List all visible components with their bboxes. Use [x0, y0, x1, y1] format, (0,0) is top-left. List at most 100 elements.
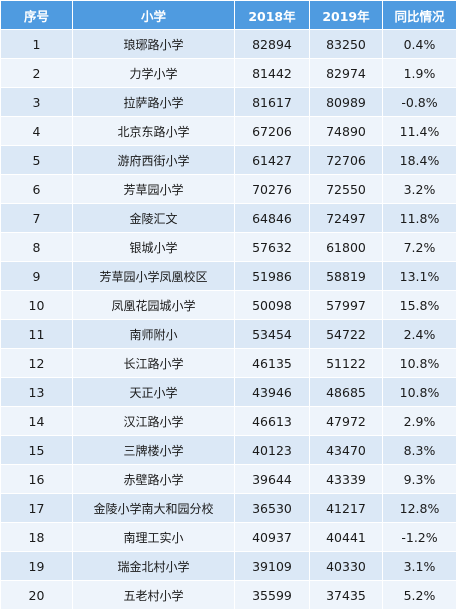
rank-cell: 18	[0, 522, 73, 552]
yoy-cell: 13.1%	[382, 261, 456, 291]
yoy-cell: 18.4%	[382, 145, 456, 175]
price-2018-cell: 50098	[234, 290, 310, 320]
table-row: 2 力学小学 81442 82974 1.9%	[0, 58, 456, 88]
price-2018-cell: 35599	[234, 580, 310, 610]
yoy-cell: 11.4%	[382, 116, 456, 146]
school-cell: 力学小学	[72, 58, 235, 88]
price-2019-cell: 57997	[309, 290, 383, 320]
header-rank: 序号	[0, 0, 73, 30]
price-2019-cell: 47972	[309, 406, 383, 436]
price-2018-cell: 61427	[234, 145, 310, 175]
rank-cell: 11	[0, 319, 73, 349]
table-row: 15 三牌楼小学 40123 43470 8.3%	[0, 435, 456, 465]
price-2019-cell: 61800	[309, 232, 383, 262]
table-row: 11 南师附小 53454 54722 2.4%	[0, 319, 456, 349]
table-row: 16 赤壁路小学 39644 43339 9.3%	[0, 464, 456, 494]
rank-cell: 17	[0, 493, 73, 523]
yoy-cell: 2.4%	[382, 319, 456, 349]
yoy-cell: 3.2%	[382, 174, 456, 204]
school-cell: 长江路小学	[72, 348, 235, 378]
school-cell: 南师附小	[72, 319, 235, 349]
yoy-cell: 10.8%	[382, 377, 456, 407]
rank-cell: 20	[0, 580, 73, 610]
school-cell: 拉萨路小学	[72, 87, 235, 117]
price-2018-cell: 36530	[234, 493, 310, 523]
price-2018-cell: 46613	[234, 406, 310, 436]
rank-cell: 9	[0, 261, 73, 291]
rank-cell: 12	[0, 348, 73, 378]
price-2019-cell: 72497	[309, 203, 383, 233]
price-2018-cell: 40937	[234, 522, 310, 552]
school-cell: 金陵小学南大和园分校	[72, 493, 235, 523]
price-2019-cell: 58819	[309, 261, 383, 291]
table-row: 17 金陵小学南大和园分校 36530 41217 12.8%	[0, 493, 456, 523]
price-2019-cell: 72550	[309, 174, 383, 204]
price-2019-cell: 40330	[309, 551, 383, 581]
header-2018: 2018年	[234, 0, 310, 30]
rank-cell: 7	[0, 203, 73, 233]
table-row: 6 芳草园小学 70276 72550 3.2%	[0, 174, 456, 204]
price-2019-cell: 43339	[309, 464, 383, 494]
rank-cell: 1	[0, 29, 73, 59]
header-2019: 2019年	[309, 0, 383, 30]
price-2018-cell: 67206	[234, 116, 310, 146]
table-row: 14 汉江路小学 46613 47972 2.9%	[0, 406, 456, 436]
yoy-cell: 2.9%	[382, 406, 456, 436]
price-2018-cell: 39644	[234, 464, 310, 494]
price-2018-cell: 70276	[234, 174, 310, 204]
rank-cell: 8	[0, 232, 73, 262]
price-2019-cell: 54722	[309, 319, 383, 349]
table-row: 7 金陵汇文 64846 72497 11.8%	[0, 203, 456, 233]
school-cell: 凤凰花园城小学	[72, 290, 235, 320]
price-2018-cell: 43946	[234, 377, 310, 407]
school-cell: 汉江路小学	[72, 406, 235, 436]
yoy-cell: 9.3%	[382, 464, 456, 494]
price-2019-cell: 43470	[309, 435, 383, 465]
yoy-cell: 5.2%	[382, 580, 456, 610]
price-2019-cell: 48685	[309, 377, 383, 407]
yoy-cell: 10.8%	[382, 348, 456, 378]
table-body: 1 琅琊路小学 82894 83250 0.4% 2 力学小学 81442 82974 1.9% 3…	[0, 29, 456, 610]
yoy-cell: 0.4%	[382, 29, 456, 59]
school-cell: 琅琊路小学	[72, 29, 235, 59]
header-school: 小学	[72, 0, 235, 30]
school-cell: 芳草园小学	[72, 174, 235, 204]
rank-cell: 3	[0, 87, 73, 117]
table-row: 4 北京东路小学 67206 74890 11.4%	[0, 116, 456, 146]
school-cell: 芳草园小学凤凰校区	[72, 261, 235, 291]
price-2019-cell: 41217	[309, 493, 383, 523]
yoy-cell: 7.2%	[382, 232, 456, 262]
school-cell: 瑞金北村小学	[72, 551, 235, 581]
price-2018-cell: 51986	[234, 261, 310, 291]
table-row: 10 凤凰花园城小学 50098 57997 15.8%	[0, 290, 456, 320]
rank-cell: 16	[0, 464, 73, 494]
price-2018-cell: 57632	[234, 232, 310, 262]
price-2019-cell: 74890	[309, 116, 383, 146]
price-2019-cell: 72706	[309, 145, 383, 175]
rank-cell: 14	[0, 406, 73, 436]
yoy-cell: 3.1%	[382, 551, 456, 581]
table-row: 20 五老村小学 35599 37435 5.2%	[0, 580, 456, 610]
price-2019-cell: 83250	[309, 29, 383, 59]
rank-cell: 6	[0, 174, 73, 204]
table-row: 19 瑞金北村小学 39109 40330 3.1%	[0, 551, 456, 581]
yoy-cell: 12.8%	[382, 493, 456, 523]
table-row: 18 南理工实小 40937 40441 -1.2%	[0, 522, 456, 552]
price-2018-cell: 40123	[234, 435, 310, 465]
price-2018-cell: 39109	[234, 551, 310, 581]
rank-cell: 13	[0, 377, 73, 407]
price-2018-cell: 81617	[234, 87, 310, 117]
table-row: 12 长江路小学 46135 51122 10.8%	[0, 348, 456, 378]
rank-cell: 19	[0, 551, 73, 581]
table-row: 9 芳草园小学凤凰校区 51986 58819 13.1%	[0, 261, 456, 291]
school-cell: 天正小学	[72, 377, 235, 407]
school-cell: 南理工实小	[72, 522, 235, 552]
yoy-cell: -0.8%	[382, 87, 456, 117]
price-2018-cell: 64846	[234, 203, 310, 233]
school-cell: 赤壁路小学	[72, 464, 235, 494]
rank-cell: 4	[0, 116, 73, 146]
yoy-cell: -1.2%	[382, 522, 456, 552]
table-row: 5 游府西街小学 61427 72706 18.4%	[0, 145, 456, 175]
school-cell: 五老村小学	[72, 580, 235, 610]
